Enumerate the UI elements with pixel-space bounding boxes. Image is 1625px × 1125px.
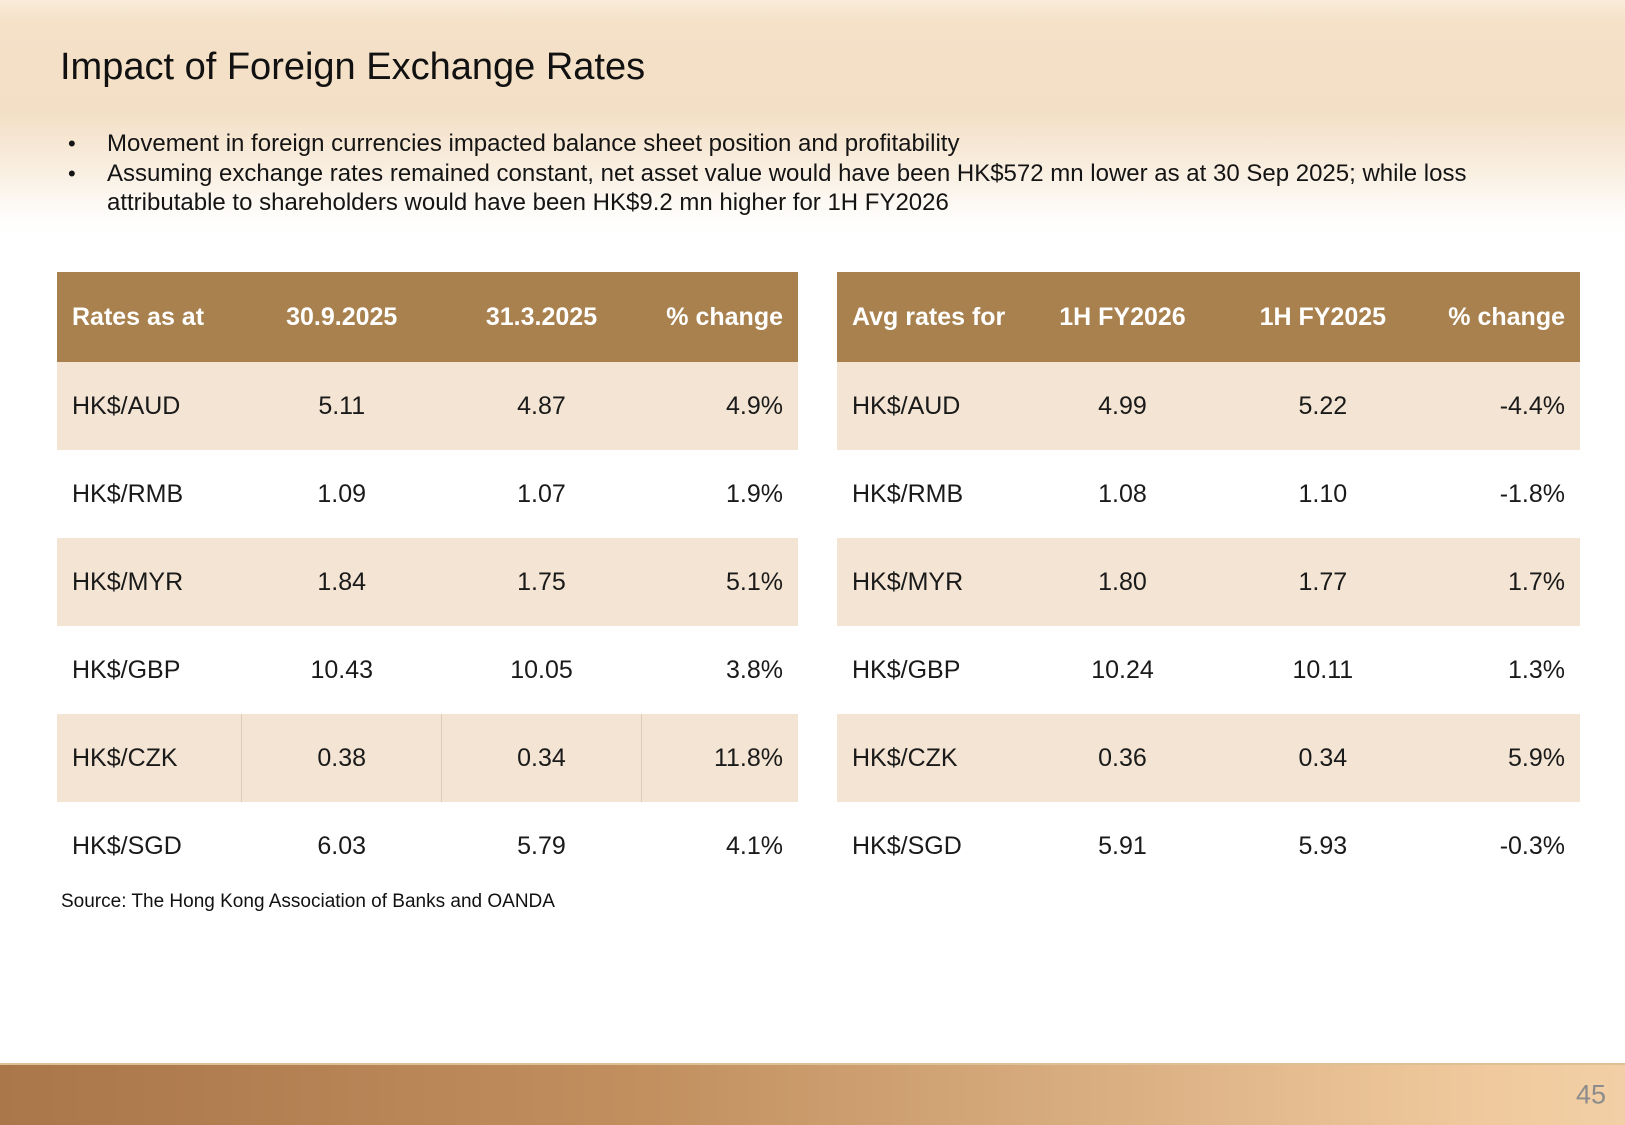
currency-pair-cell: HK$/AUD (57, 362, 242, 450)
table-row: HK$/SGD 5.91 5.93 -0.3% (837, 802, 1580, 890)
rate-value-cell: 4.99 (1022, 362, 1223, 450)
currency-pair-cell: HK$/GBP (57, 626, 242, 714)
bullet-line: Movement in foreign currencies impacted … (107, 130, 960, 157)
bullet-line: Assuming exchange rates remained constan… (107, 159, 1467, 187)
column-header: % change (641, 272, 798, 362)
bottom-gradient-bar: 45 (0, 1063, 1625, 1125)
column-header: Rates as at (57, 272, 242, 362)
column-header: Avg rates for (837, 272, 1023, 362)
rate-value-cell: 4.87 (441, 362, 642, 450)
bullet-icon: • (68, 160, 76, 186)
table-row: HK$/CZK 0.36 0.34 5.9% (837, 714, 1580, 802)
rate-value-cell: 5.11 (241, 362, 442, 450)
avg-rates-for-table: Avg rates for 1H FY2026 1H FY2025% change H… (837, 272, 1580, 890)
column-header: % change (1422, 272, 1580, 362)
source-note: Source: The Hong Kong Association of Ban… (61, 891, 555, 912)
currency-pair-cell: HK$/CZK (57, 714, 242, 802)
rate-value-cell: 10.11 (1222, 626, 1423, 714)
rate-value-cell: -0.3% (1422, 802, 1580, 890)
rate-value-cell: 3.8% (641, 626, 798, 714)
bullet-list: • Movement in foreign currencies impacte… (60, 129, 1550, 218)
table-row: HK$/CZK 0.38 0.34 11.8% (57, 714, 798, 802)
currency-pair-cell: HK$/GBP (837, 626, 1023, 714)
rate-value-cell: 0.34 (441, 714, 642, 802)
column-header: 31.3.2025 (441, 272, 642, 362)
rate-value-cell: 10.24 (1022, 626, 1223, 714)
table-row: HK$/RMB 1.08 1.10 -1.8% (837, 450, 1580, 538)
table-row: HK$/GBP 10.43 10.05 3.8% (57, 626, 798, 714)
rate-value-cell: 6.03 (241, 802, 442, 890)
rate-value-cell: -4.4% (1422, 362, 1580, 450)
currency-pair-cell: HK$/AUD (837, 362, 1023, 450)
rate-value-cell: 10.43 (241, 626, 442, 714)
currency-pair-cell: HK$/RMB (837, 450, 1023, 538)
rate-value-cell: 0.38 (241, 714, 442, 802)
rate-value-cell: 1.84 (241, 538, 442, 626)
bullet-line: attributable to shareholders would have … (107, 189, 949, 216)
rate-value-cell: 5.1% (641, 538, 798, 626)
currency-pair-cell: HK$/SGD (837, 802, 1023, 890)
table-row: HK$/AUD 4.99 5.22 -4.4% (837, 362, 1580, 450)
page-number: 45 (1575, 1079, 1606, 1110)
bullet-icon: • (68, 131, 76, 156)
currency-pair-cell: HK$/CZK (837, 714, 1023, 802)
rate-value-cell: 11.8% (640, 714, 798, 802)
bullet-item: • Assuming exchange rates remained const… (60, 159, 1550, 218)
rate-value-cell: 1.07 (441, 450, 642, 538)
bullet-text: Movement in foreign currencies impacted … (107, 129, 1550, 159)
rate-value-cell: 1.77 (1222, 538, 1423, 626)
rate-value-cell: 10.05 (441, 626, 642, 714)
table-header-row: Avg rates for 1H FY2026 1H FY2025% change (837, 272, 1580, 362)
rate-value-cell: 1.3% (1422, 626, 1580, 714)
rate-value-cell: 4.9% (641, 362, 798, 450)
bullet-text: Assuming exchange rates remained constan… (107, 159, 1550, 218)
rate-value-cell: 5.9% (1422, 714, 1580, 802)
table-row: HK$/RMB 1.09 1.07 1.9% (57, 450, 798, 538)
rate-value-cell: 5.79 (441, 802, 642, 890)
rate-value-cell: 5.93 (1222, 802, 1423, 890)
table-row: HK$/SGD 6.03 5.79 4.1% (57, 802, 798, 890)
rate-value-cell: 1.10 (1222, 450, 1423, 538)
currency-pair-cell: HK$/MYR (837, 538, 1023, 626)
column-header: 30.9.2025 (241, 272, 442, 362)
rate-value-cell: 1.08 (1022, 450, 1223, 538)
rate-value-cell: 1.75 (441, 538, 642, 626)
rate-value-cell: 1.09 (241, 450, 442, 538)
rate-value-cell: 0.34 (1222, 714, 1423, 802)
rate-value-cell: 1.9% (641, 450, 798, 538)
rate-value-cell: 0.36 (1022, 714, 1223, 802)
rate-value-cell: -1.8% (1422, 450, 1580, 538)
currency-pair-cell: HK$/MYR (57, 538, 242, 626)
page-title: Impact of Foreign Exchange Rates (60, 46, 646, 88)
table-row: HK$/MYR 1.80 1.77 1.7% (837, 538, 1580, 626)
column-header: 1H FY2026 (1022, 272, 1223, 362)
table-header-row: Rates as at 30.9.2025 31.3.2025% change (57, 272, 798, 362)
column-header: 1H FY2025 (1222, 272, 1423, 362)
rate-value-cell: 5.22 (1222, 362, 1423, 450)
rate-value-cell: 1.7% (1422, 538, 1580, 626)
rates-as-at-table: Rates as at 30.9.2025 31.3.2025% change HK$… (57, 272, 798, 890)
currency-pair-cell: HK$/SGD (57, 802, 242, 890)
table-row: HK$/AUD 5.11 4.87 4.9% (57, 362, 798, 450)
rate-value-cell: 5.91 (1022, 802, 1223, 890)
top-gradient-band (0, 0, 1625, 238)
rate-value-cell: 4.1% (641, 802, 798, 890)
table-row: HK$/MYR 1.84 1.75 5.1% (57, 538, 798, 626)
bullet-item: • Movement in foreign currencies impacte… (60, 129, 1550, 159)
currency-pair-cell: HK$/RMB (57, 450, 242, 538)
table-row: HK$/GBP 10.24 10.11 1.3% (837, 626, 1580, 714)
rate-value-cell: 1.80 (1022, 538, 1223, 626)
